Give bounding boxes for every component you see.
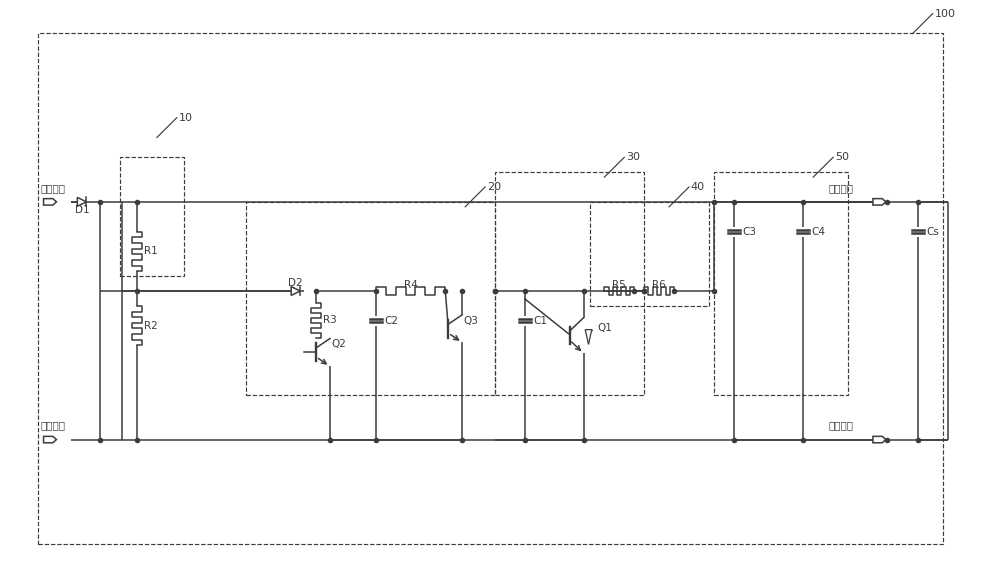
Polygon shape (873, 436, 886, 443)
Text: C2: C2 (384, 315, 398, 326)
Text: 输入正极: 输入正极 (41, 183, 66, 193)
Bar (495, 172, 644, 395)
Bar (38, 34, 943, 544)
Text: C3: C3 (742, 227, 756, 236)
Bar (120, 157, 184, 276)
Text: 输入负极: 输入负极 (41, 421, 66, 431)
Text: 输出负极: 输出负极 (828, 421, 853, 431)
Text: Q2: Q2 (331, 339, 346, 349)
Text: 100: 100 (935, 9, 956, 19)
Text: Cs: Cs (926, 227, 939, 236)
Text: D1: D1 (75, 205, 89, 215)
Polygon shape (291, 286, 300, 296)
Text: R2: R2 (144, 321, 158, 331)
Text: R6: R6 (652, 280, 666, 290)
Polygon shape (873, 199, 886, 205)
Polygon shape (44, 199, 56, 205)
Text: D2: D2 (288, 278, 303, 288)
Text: 50: 50 (835, 152, 849, 162)
Text: 输出正极: 输出正极 (828, 183, 853, 193)
Text: R4: R4 (404, 280, 417, 290)
Polygon shape (44, 436, 56, 443)
Text: R3: R3 (323, 315, 337, 325)
Bar (590, 202, 709, 306)
Text: 10: 10 (179, 113, 193, 123)
Text: C1: C1 (533, 315, 547, 326)
Bar (246, 202, 495, 395)
Text: Q3: Q3 (463, 315, 478, 326)
Polygon shape (585, 329, 592, 345)
Text: Q1: Q1 (597, 322, 612, 332)
Text: C4: C4 (812, 227, 826, 236)
Polygon shape (77, 198, 86, 206)
Text: R1: R1 (144, 246, 158, 256)
Text: R5: R5 (612, 280, 626, 290)
Text: 30: 30 (626, 152, 640, 162)
Text: 20: 20 (487, 182, 501, 192)
Bar (714, 172, 848, 395)
Text: 40: 40 (691, 182, 705, 192)
